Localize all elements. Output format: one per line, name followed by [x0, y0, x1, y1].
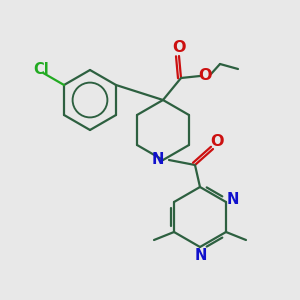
Text: N: N [152, 152, 164, 166]
Text: O: O [172, 40, 186, 55]
Text: O: O [198, 68, 212, 83]
Text: N: N [195, 248, 207, 262]
Text: O: O [210, 134, 224, 149]
Text: N: N [227, 193, 239, 208]
Text: Cl: Cl [33, 61, 49, 76]
